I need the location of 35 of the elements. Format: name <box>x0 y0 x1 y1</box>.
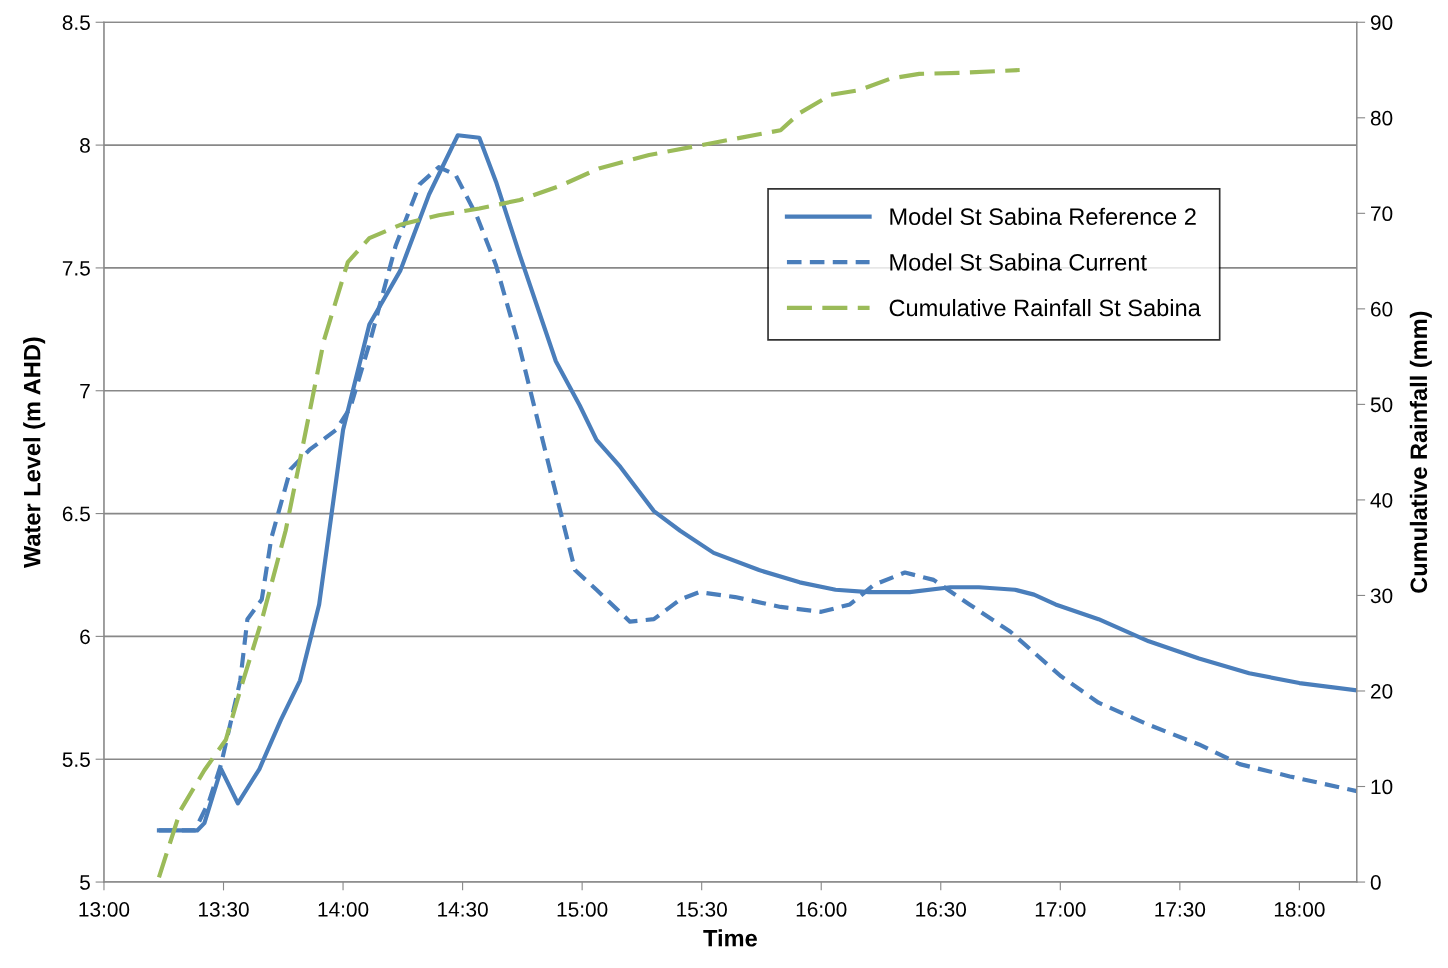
y2-tick-label: 70 <box>1371 206 1393 222</box>
y2-tick-label: 60 <box>1371 301 1393 317</box>
y2-tick-label: 80 <box>1370 110 1393 126</box>
y2-tick-label: 50 <box>1370 397 1393 413</box>
y2-tick-label: 10 <box>1371 779 1393 795</box>
y2-tick-label: 90 <box>1370 15 1393 31</box>
y-tick-label: 6 <box>80 629 90 645</box>
x-tick-label: 15:30 <box>677 902 727 917</box>
legend-label: Cumulative Rainfall St Sabina <box>889 298 1201 317</box>
x-axis-title: Time <box>703 929 757 947</box>
y2-tick-label: 40 <box>1370 492 1393 508</box>
x-tick-label: 14:00 <box>318 902 369 917</box>
y-tick-label: 8 <box>80 138 90 153</box>
x-tick-label: 16:00 <box>796 902 847 917</box>
x-tick-label: 14:30 <box>438 902 488 917</box>
y2-tick-label: 0 <box>1370 875 1381 890</box>
legend-label: Model St Sabina Current <box>890 253 1147 271</box>
y-tick-label: 8.5 <box>62 15 90 31</box>
legend-label: Model St Sabina Reference 2 <box>890 207 1196 226</box>
x-tick-label: 15:00 <box>557 902 608 917</box>
y2-tick-label: 20 <box>1371 683 1393 699</box>
x-tick-label: 17:00 <box>1035 902 1086 917</box>
y-tick-label: 6.5 <box>62 506 90 522</box>
y-axis-title: Water Level (m AHD) <box>23 337 46 569</box>
y2-tick-label: 30 <box>1370 588 1393 604</box>
y-tick-label: 7.5 <box>62 261 90 276</box>
x-tick-label: 13:00 <box>79 902 130 917</box>
x-tick-label: 17:30 <box>1155 902 1206 917</box>
x-tick-label: 18:00 <box>1274 902 1325 917</box>
x-tick-label: 16:30 <box>916 902 967 917</box>
x-tick-label: 13:30 <box>199 902 249 917</box>
y-tick-label: 5 <box>80 875 90 890</box>
y-tick-label: 7 <box>80 383 90 399</box>
y-tick-label: 5.5 <box>62 752 90 767</box>
y2-axis-title: Cumulative Rainfall (mm) <box>1409 311 1432 593</box>
